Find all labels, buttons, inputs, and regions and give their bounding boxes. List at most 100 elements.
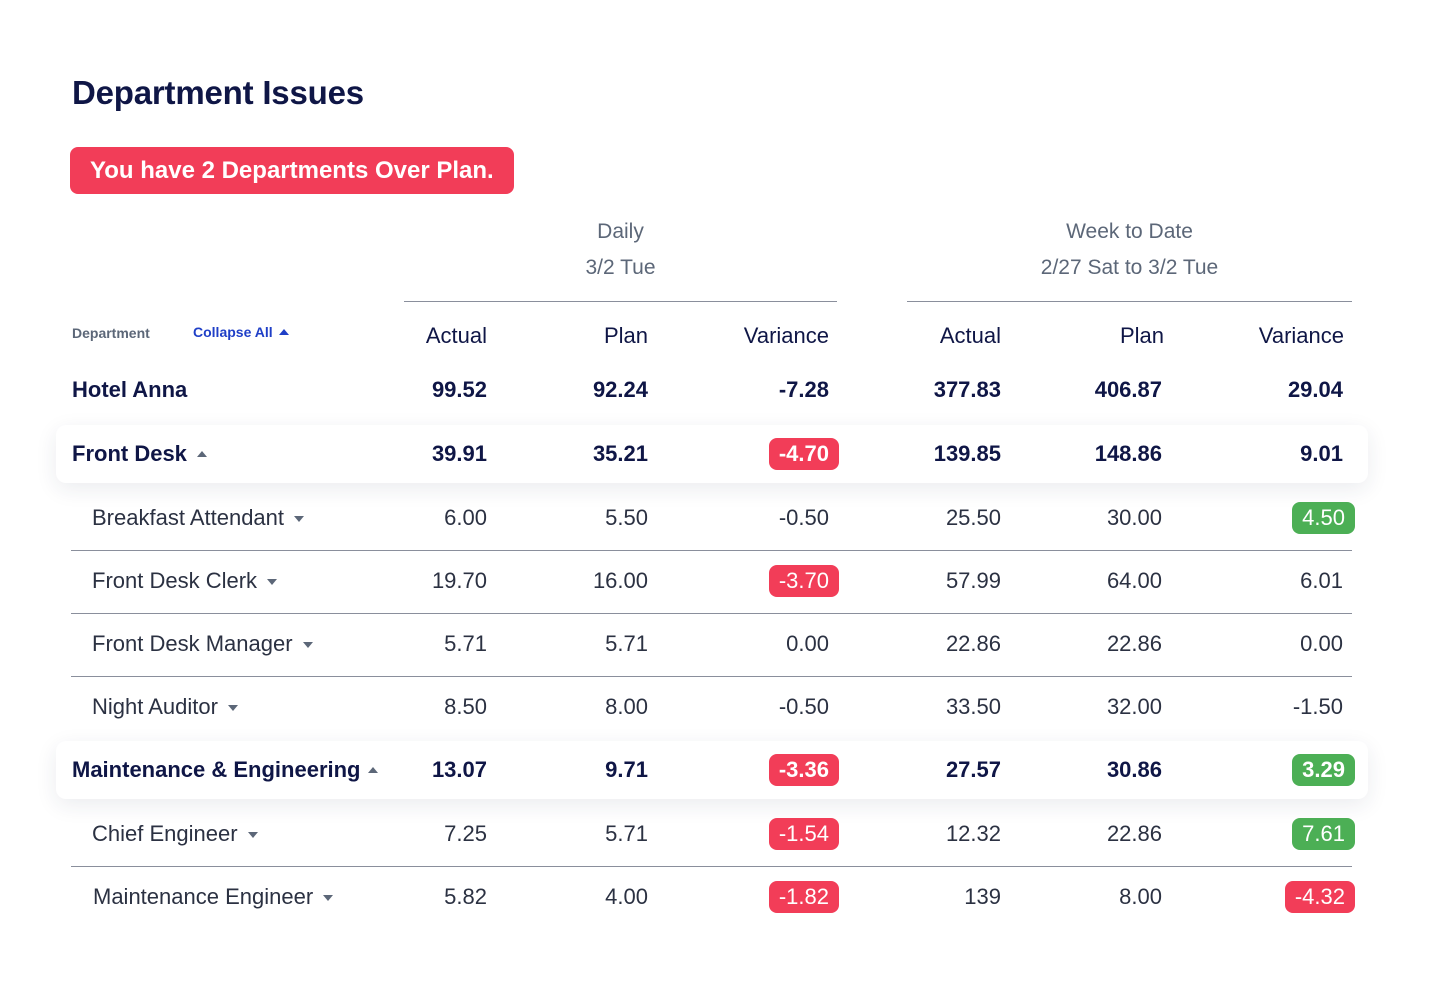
dept-toggle[interactable]: Front Desk bbox=[72, 423, 207, 485]
over-plan-badge: -1.54 bbox=[768, 818, 839, 850]
collapse-all-button[interactable]: Collapse All bbox=[193, 324, 289, 340]
position-toggle[interactable]: Breakfast Attendant bbox=[92, 487, 305, 549]
wtd-plan: 148.86 bbox=[1094, 441, 1162, 466]
daily-variance-cell: -3.70 bbox=[768, 550, 839, 612]
row-name: Night Auditor bbox=[92, 694, 218, 719]
wtd-group-header: Week to Date 2/27 Sat to 3/2 Tue bbox=[907, 214, 1352, 286]
wtd-plan: 8.00 bbox=[1119, 884, 1162, 909]
wtd-variance-cell: 4.50 bbox=[1292, 487, 1355, 549]
wtd-plan: 406.87 bbox=[1094, 377, 1162, 402]
daily-variance-header: Variance bbox=[743, 323, 829, 348]
daily-actual: 19.70 bbox=[431, 568, 487, 593]
row-name: Maintenance Engineer bbox=[93, 884, 314, 909]
wtd-actual: 27.57 bbox=[945, 757, 1001, 782]
table-row-breakfast-attendant[interactable]: Breakfast Attendant 6.00 5.50 -0.50 25.5… bbox=[0, 487, 1440, 549]
wtd-variance: -1.50 bbox=[1292, 694, 1343, 719]
wtd-label: Week to Date bbox=[1066, 220, 1193, 243]
daily-group-header: Daily 3/2 Tue bbox=[404, 214, 837, 286]
daily-variance: -0.50 bbox=[778, 694, 829, 719]
caret-up-icon bbox=[278, 329, 289, 335]
table-row-dept-front-desk[interactable]: Front Desk 39.91 35.21 -4.70 139.85 148.… bbox=[0, 423, 1440, 485]
daily-plan-header: Plan bbox=[603, 323, 648, 348]
dept-row-card bbox=[56, 741, 1368, 799]
wtd-plan: 22.86 bbox=[1106, 631, 1162, 656]
position-toggle[interactable]: Front Desk Clerk bbox=[92, 550, 278, 612]
daily-variance-cell: -4.70 bbox=[768, 423, 839, 485]
over-plan-badge: -1.82 bbox=[768, 881, 839, 913]
wtd-variance-header: Variance bbox=[1258, 323, 1344, 348]
row-name: Maintenance & Engineering bbox=[72, 757, 361, 782]
wtd-actual-header: Actual bbox=[939, 323, 1001, 348]
table-row-night-auditor[interactable]: Night Auditor 8.50 8.00 -0.50 33.50 32.0… bbox=[0, 676, 1440, 738]
collapse-all-label: Collapse All bbox=[193, 324, 273, 340]
under-plan-badge: 7.61 bbox=[1292, 818, 1355, 850]
daily-plan: 16.00 bbox=[592, 568, 648, 593]
department-column-header: Department bbox=[72, 325, 150, 341]
position-toggle[interactable]: Front Desk Manager bbox=[92, 613, 313, 675]
daily-plan: 8.00 bbox=[605, 694, 648, 719]
wtd-actual: 139.85 bbox=[933, 441, 1001, 466]
table-row-dept-maintenance-engineering[interactable]: Maintenance & Engineering 13.07 9.71 -3.… bbox=[0, 739, 1440, 801]
dept-row-card bbox=[56, 425, 1368, 483]
over-plan-badge: -4.70 bbox=[768, 438, 839, 470]
table-row-front-desk-clerk[interactable]: Front Desk Clerk 19.70 16.00 -3.70 57.99… bbox=[0, 550, 1440, 612]
wtd-variance: 29.04 bbox=[1287, 377, 1343, 402]
wtd-actual: 57.99 bbox=[945, 568, 1001, 593]
position-toggle[interactable]: Night Auditor bbox=[92, 676, 238, 738]
wtd-date-range: 2/27 Sat to 3/2 Tue bbox=[1040, 256, 1219, 279]
daily-variance: 0.00 bbox=[786, 631, 829, 656]
daily-actual: 6.00 bbox=[444, 505, 487, 530]
daily-variance-cell: -1.82 bbox=[768, 866, 839, 928]
wtd-variance-cell: 7.61 bbox=[1292, 803, 1355, 865]
daily-variance: -0.50 bbox=[778, 505, 829, 530]
wtd-plan: 22.86 bbox=[1106, 821, 1162, 846]
daily-plan: 9.71 bbox=[605, 757, 648, 782]
caret-up-icon bbox=[367, 767, 378, 773]
daily-variance-cell: -1.54 bbox=[768, 803, 839, 865]
daily-plan: 92.24 bbox=[592, 377, 648, 402]
row-divider bbox=[71, 866, 1352, 867]
daily-plan: 35.21 bbox=[592, 441, 648, 466]
wtd-actual: 139 bbox=[964, 884, 1001, 909]
position-toggle[interactable]: Maintenance Engineer bbox=[93, 866, 334, 928]
dept-toggle[interactable]: Maintenance & Engineering bbox=[72, 739, 378, 801]
wtd-variance: 0.00 bbox=[1300, 631, 1343, 656]
row-name: Front Desk Clerk bbox=[92, 568, 258, 593]
daily-plan: 5.71 bbox=[605, 821, 648, 846]
row-divider bbox=[71, 676, 1352, 677]
row-name: Front Desk Manager bbox=[92, 631, 293, 656]
daily-actual: 39.91 bbox=[431, 441, 487, 466]
row-name: Chief Engineer bbox=[92, 821, 238, 846]
wtd-plan: 30.00 bbox=[1106, 505, 1162, 530]
row-divider bbox=[71, 550, 1352, 551]
under-plan-badge: 4.50 bbox=[1292, 502, 1355, 534]
daily-variance-cell: -3.36 bbox=[768, 739, 839, 801]
wtd-actual: 25.50 bbox=[945, 505, 1001, 530]
position-toggle[interactable]: Chief Engineer bbox=[92, 803, 258, 865]
caret-down-icon bbox=[302, 642, 313, 648]
over-plan-badge: -3.36 bbox=[768, 754, 839, 786]
wtd-actual: 12.32 bbox=[945, 821, 1001, 846]
daily-actual: 13.07 bbox=[431, 757, 487, 782]
wtd-plan: 30.86 bbox=[1106, 757, 1162, 782]
table-row-front-desk-manager[interactable]: Front Desk Manager 5.71 5.71 0.00 22.86 … bbox=[0, 613, 1440, 675]
daily-plan: 5.71 bbox=[605, 631, 648, 656]
daily-plan: 5.50 bbox=[605, 505, 648, 530]
over-plan-badge: -3.70 bbox=[768, 565, 839, 597]
daily-actual: 8.50 bbox=[444, 694, 487, 719]
wtd-plan: 64.00 bbox=[1106, 568, 1162, 593]
wtd-variance-cell: -4.32 bbox=[1284, 866, 1355, 928]
table-row-chief-engineer[interactable]: Chief Engineer 7.25 5.71 -1.54 12.32 22.… bbox=[0, 803, 1440, 865]
row-name: Breakfast Attendant bbox=[92, 505, 285, 530]
daily-actual: 5.82 bbox=[444, 884, 487, 909]
wtd-plan-header: Plan bbox=[1119, 323, 1164, 348]
wtd-actual: 22.86 bbox=[945, 631, 1001, 656]
daily-plan: 4.00 bbox=[605, 884, 648, 909]
caret-down-icon bbox=[227, 705, 238, 711]
over-plan-alert: You have 2 Departments Over Plan. bbox=[70, 147, 514, 194]
daily-variance: -7.28 bbox=[778, 377, 829, 402]
daily-actual: 7.25 bbox=[444, 821, 487, 846]
daily-date: 3/2 Tue bbox=[585, 256, 656, 279]
table-row-maintenance-engineer[interactable]: Maintenance Engineer 5.82 4.00 -1.82 139… bbox=[0, 866, 1440, 928]
